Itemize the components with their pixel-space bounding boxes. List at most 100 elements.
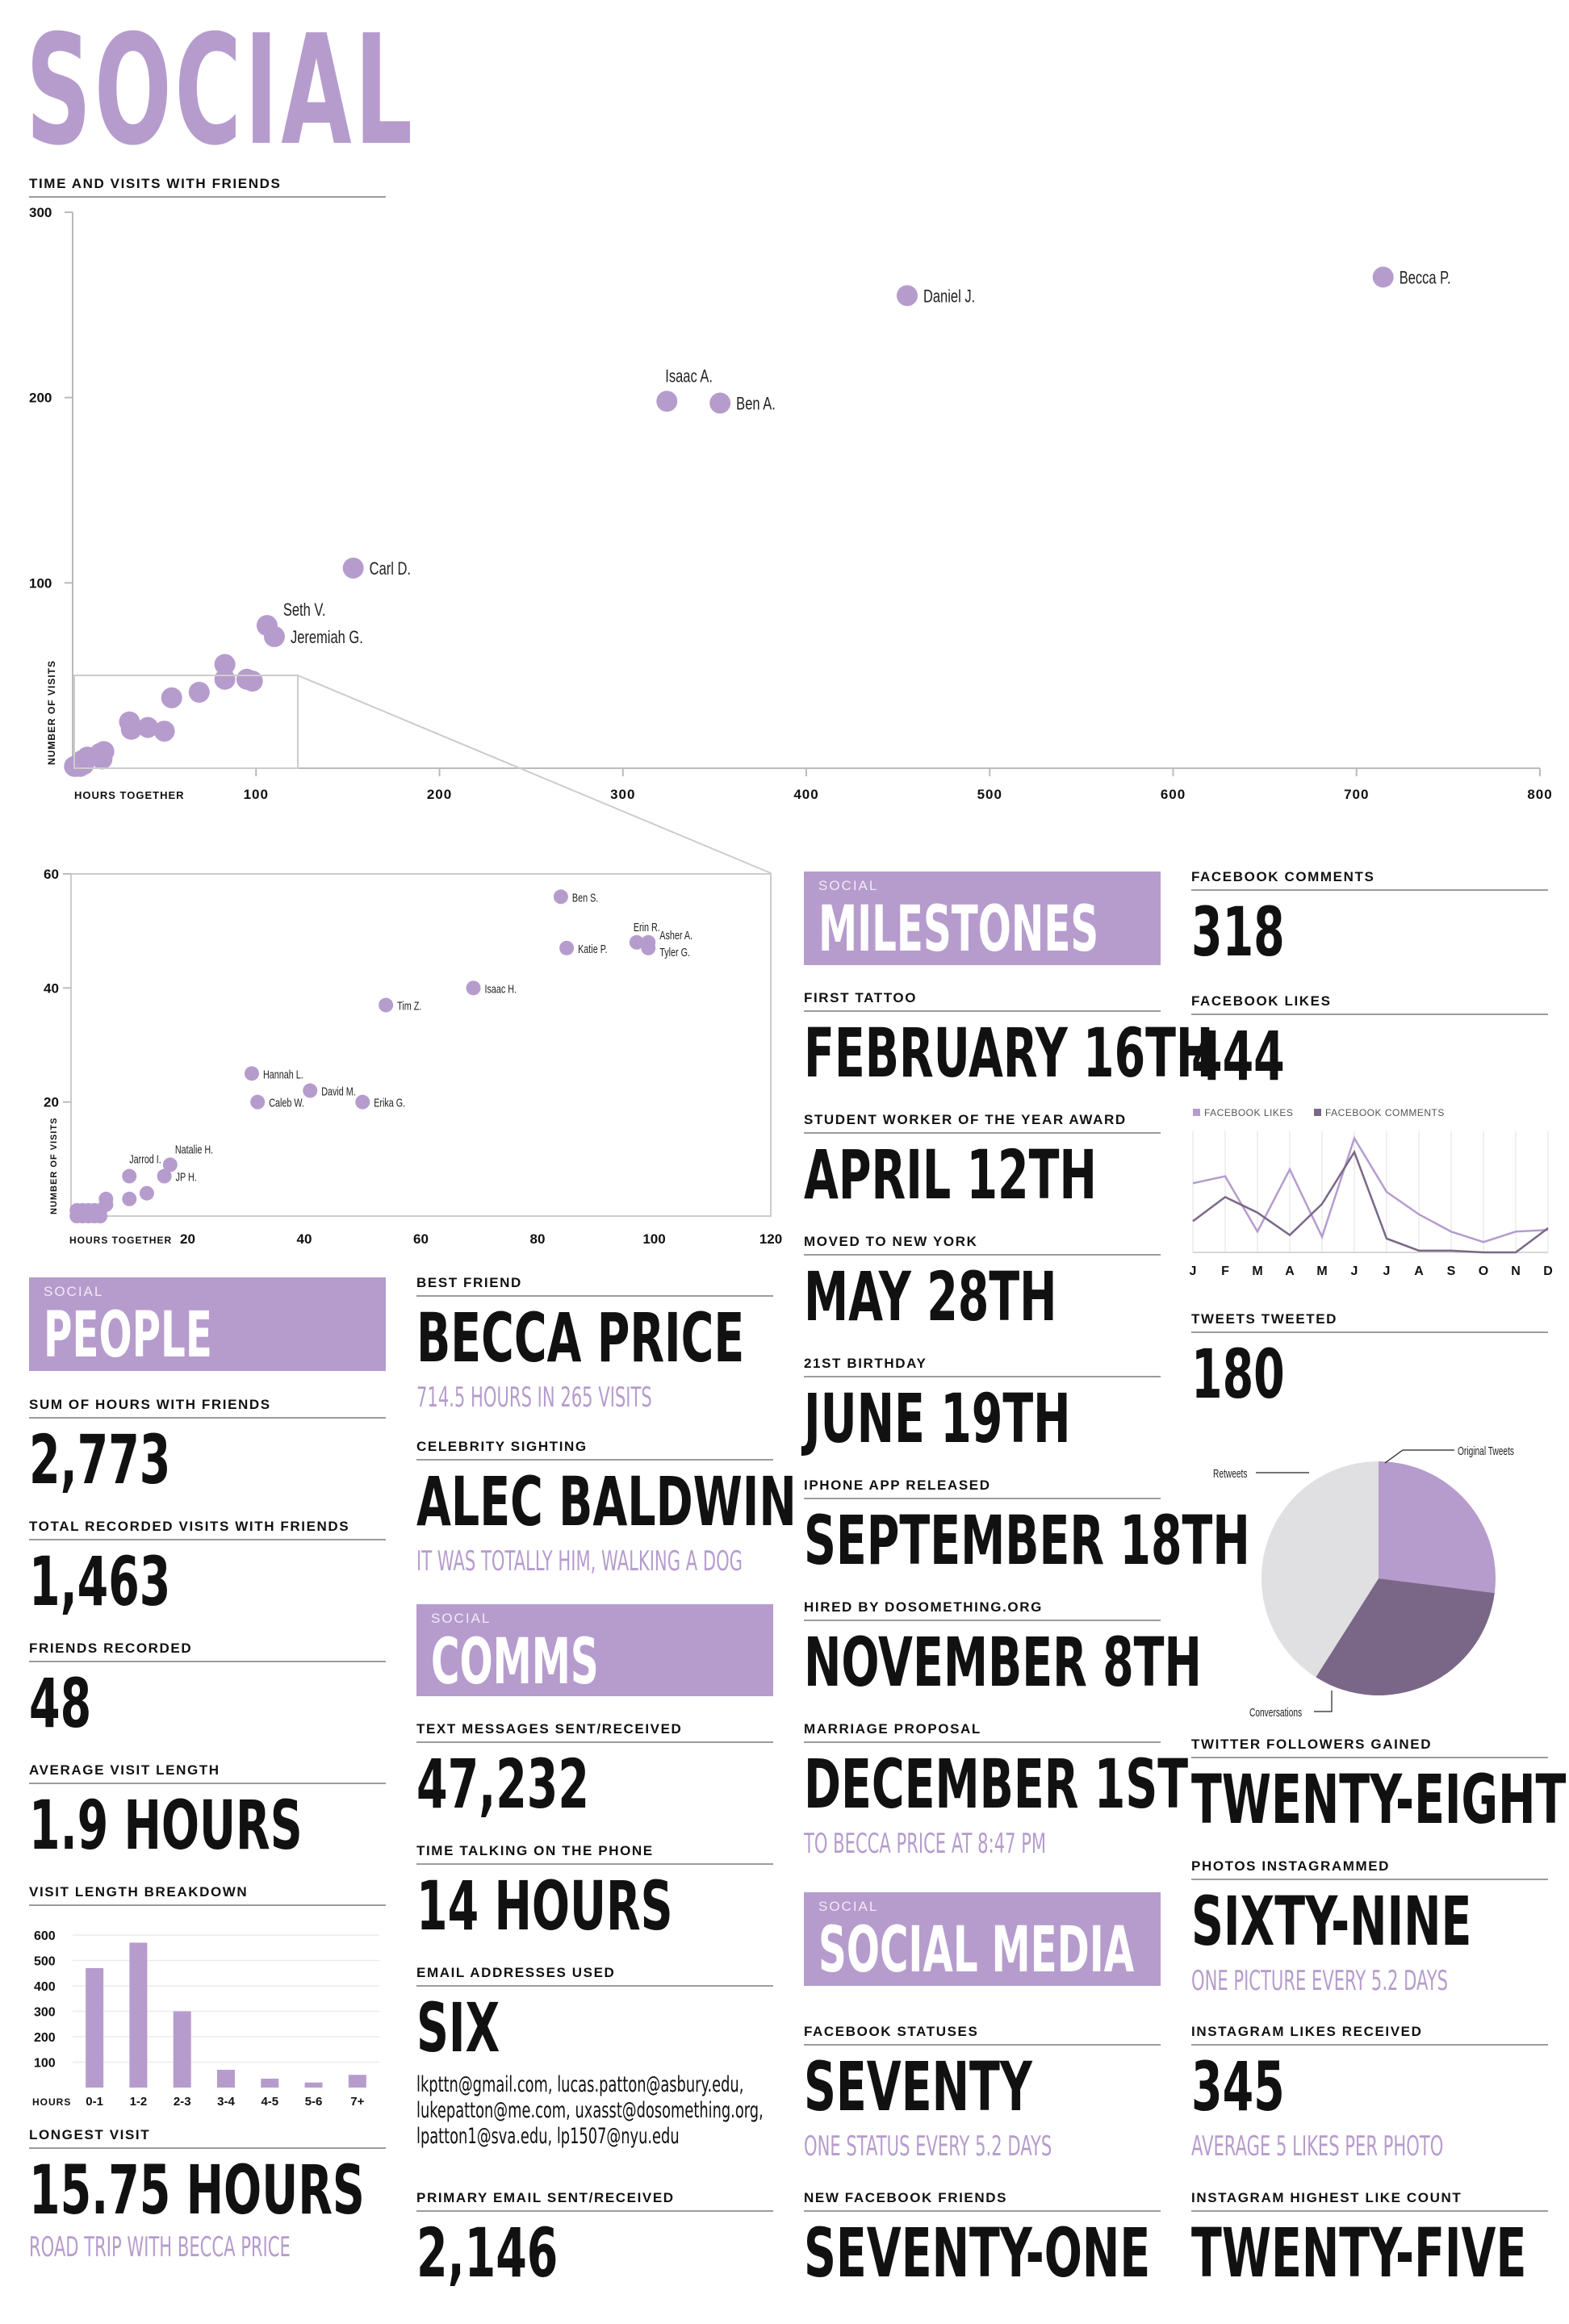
celebrity-label: CELEBRITY SIGHTING bbox=[416, 1439, 588, 1454]
y-tick-label: 500 bbox=[34, 1955, 56, 1969]
data-point bbox=[559, 940, 575, 955]
divider bbox=[1191, 2044, 1548, 2046]
point-label: Jeremiah G. bbox=[291, 628, 363, 648]
stat-label: SUM OF HOURS WITH FRIENDS bbox=[29, 1397, 271, 1412]
divider bbox=[416, 1459, 773, 1461]
x-tick-label: 20 bbox=[180, 1231, 195, 1247]
divider bbox=[1191, 2210, 1548, 2212]
data-point bbox=[641, 940, 656, 955]
social-media-band: SOCIAL SOCIAL MEDIA bbox=[804, 1892, 1161, 1986]
divider bbox=[416, 2210, 773, 2212]
point-label: Natalie H. bbox=[175, 1143, 213, 1156]
fb-likes-label: FACEBOOK LIKES bbox=[1191, 993, 1332, 1009]
y-tick-label: 100 bbox=[34, 2057, 56, 2071]
x-tick-label: A bbox=[1285, 1264, 1295, 1278]
x-tick-label: 120 bbox=[759, 1231, 782, 1247]
stat-label: EMAIL ADDRESSES USED bbox=[416, 1965, 616, 1980]
y-tick-label: 300 bbox=[34, 2006, 56, 2020]
milestone-date: DECEMBER 1ST bbox=[804, 1745, 1189, 1824]
stat-value: 47,232 bbox=[416, 1745, 589, 1824]
social-media-title: SOCIAL MEDIA bbox=[818, 1914, 1135, 1987]
data-point bbox=[379, 997, 394, 1013]
x-tick-label: M bbox=[1252, 1264, 1262, 1278]
facebook-activity-line-chart: FACEBOOK LIKES FACEBOOK COMMENTS J F M A M J J A S… bbox=[1190, 1107, 1553, 1278]
milestone-date: SEPTEMBER 18TH bbox=[804, 1501, 1250, 1580]
stat-note: ONE STATUS EVERY 5.2 DAYS bbox=[804, 2130, 1052, 2163]
x-tick-label: 4-5 bbox=[261, 2095, 278, 2109]
data-point bbox=[139, 1185, 154, 1201]
data-point bbox=[122, 1191, 137, 1206]
stat-value: 1.9 HOURS bbox=[29, 1786, 303, 1865]
slice-label: Original Tweets bbox=[1458, 1444, 1514, 1458]
milestone-label: STUDENT WORKER OF THE YEAR AWARD bbox=[804, 1112, 1127, 1127]
y-tick-label: 200 bbox=[29, 391, 52, 406]
x-tick-label: 600 bbox=[1161, 787, 1186, 802]
milestone-date: NOVEMBER 8TH bbox=[804, 1623, 1202, 1702]
y-tick-label: 300 bbox=[29, 205, 52, 220]
breakdown-label: VISIT LENGTH BREAKDOWN bbox=[29, 1884, 249, 1900]
data-point bbox=[161, 687, 182, 708]
fb-comments-label: FACEBOOK COMMENTS bbox=[1191, 869, 1375, 884]
x-tick-label: 800 bbox=[1527, 787, 1552, 802]
point-label: Becca P. bbox=[1400, 268, 1451, 288]
x-tick-label: 40 bbox=[297, 1231, 312, 1247]
x-tick-label: D bbox=[1543, 1264, 1553, 1278]
data-point bbox=[656, 391, 678, 412]
legend-label: FACEBOOK COMMENTS bbox=[1325, 1107, 1445, 1118]
data-point bbox=[214, 668, 236, 690]
point-label: Daniel J. bbox=[923, 286, 975, 307]
point-label: Ben A. bbox=[736, 394, 776, 414]
divider bbox=[29, 196, 386, 198]
divider bbox=[416, 1863, 773, 1865]
callout-line bbox=[1314, 1691, 1333, 1712]
x-tick-label: 2-3 bbox=[174, 2095, 191, 2109]
best-friend-label: BEST FRIEND bbox=[416, 1275, 522, 1290]
stat-value: 14 HOURS bbox=[416, 1866, 673, 1946]
legend-swatch bbox=[1314, 1109, 1321, 1116]
y-axis-label: NUMBER OF VISITS bbox=[46, 660, 57, 765]
tweet-type-pie-chart: Original Tweets Conversations Retweets bbox=[1213, 1444, 1514, 1719]
comms-kicker: SOCIAL bbox=[431, 1611, 492, 1626]
stat-label: NEW FACEBOOK FRIENDS bbox=[804, 2190, 1008, 2205]
data-point bbox=[157, 1168, 172, 1184]
point-label: Carl D. bbox=[370, 559, 411, 579]
milestone-date: APRIL 12TH bbox=[804, 1135, 1097, 1214]
milestone-label: MARRIAGE PROPOSAL bbox=[804, 1721, 981, 1737]
x-tick-label: M bbox=[1316, 1264, 1327, 1278]
y-tick-label: 60 bbox=[44, 867, 59, 882]
data-point bbox=[120, 718, 142, 740]
divider bbox=[1191, 889, 1548, 891]
slice-label: Retweets bbox=[1213, 1466, 1247, 1481]
email-line: lpatton1@sva.edu, lp1507@nyu.edu bbox=[416, 2124, 680, 2149]
ig-high-label: INSTAGRAM HIGHEST LIKE COUNT bbox=[1191, 2190, 1462, 2205]
data-point bbox=[355, 1094, 370, 1110]
stat-value: SIX bbox=[416, 1988, 500, 2067]
divider bbox=[416, 1295, 773, 1297]
point-label: Asher A. bbox=[659, 928, 692, 942]
divider bbox=[1191, 1331, 1548, 1333]
bar bbox=[261, 2078, 279, 2088]
x-axis-label: HOURS TOGETHER bbox=[74, 789, 185, 801]
stat-label: TOTAL RECORDED VISITS WITH FRIENDS bbox=[29, 1519, 350, 1534]
data-point bbox=[896, 285, 918, 307]
x-tick-label: 300 bbox=[610, 787, 635, 802]
x-tick-label: 3-4 bbox=[217, 2095, 235, 2109]
x-tick-label: 500 bbox=[977, 787, 1002, 802]
x-tick-label: A bbox=[1414, 1264, 1424, 1278]
bar bbox=[348, 2075, 366, 2088]
x-tick-label: 60 bbox=[413, 1231, 429, 1247]
x-tick-label: N bbox=[1511, 1264, 1521, 1278]
data-point bbox=[122, 1168, 137, 1184]
x-tick-label: 1-2 bbox=[130, 2095, 148, 2109]
divider bbox=[29, 2147, 386, 2149]
point-label: Erika G. bbox=[374, 1096, 405, 1110]
callout-line bbox=[1384, 1449, 1454, 1464]
pie-slice bbox=[1261, 1461, 1379, 1678]
photos-value: SIXTY-NINE bbox=[1191, 1882, 1472, 1961]
divider bbox=[804, 1010, 1161, 1012]
ig-likes-note: AVERAGE 5 LIKES PER PHOTO bbox=[1191, 2130, 1444, 2163]
point-label: Erin R. bbox=[634, 920, 660, 934]
data-point bbox=[629, 934, 644, 950]
email-list: lkpttn@gmail.com, lucas.patton@asbury.ed… bbox=[416, 2072, 764, 2150]
x-tick-label: 200 bbox=[427, 787, 452, 802]
